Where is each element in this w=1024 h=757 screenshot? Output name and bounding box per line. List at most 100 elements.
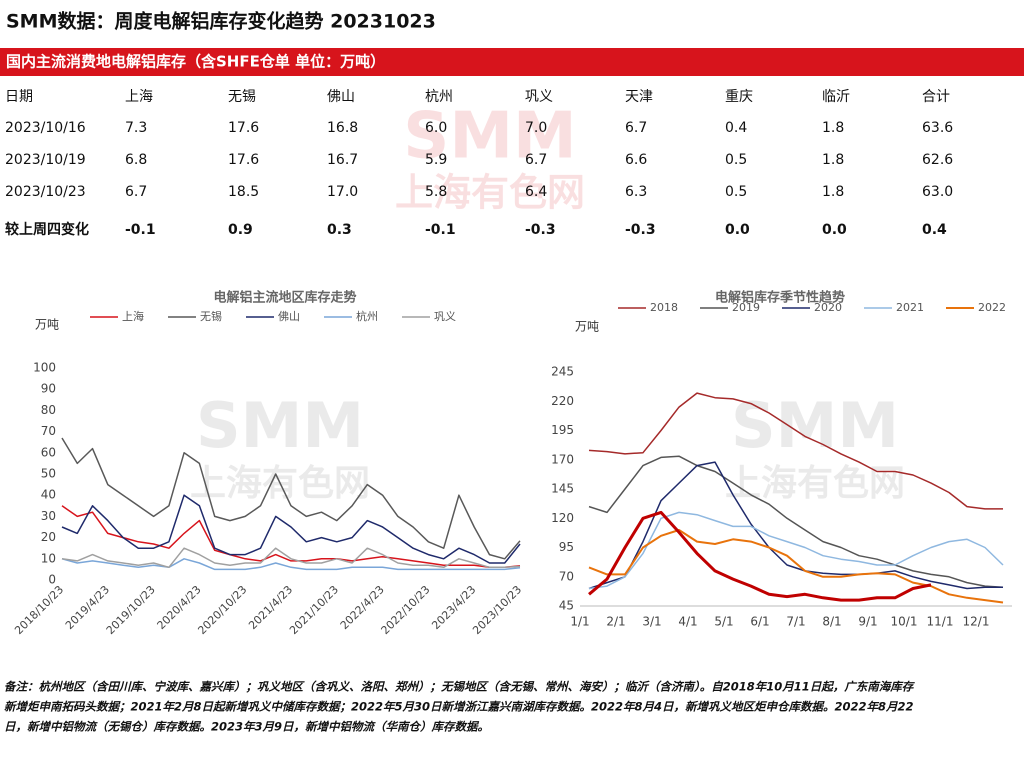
x-tick-label: 2021/4/23	[246, 583, 295, 632]
x-tick-label: 1/1	[570, 615, 589, 629]
y-tick-label: 20	[41, 530, 56, 544]
table-header: 临沂	[822, 89, 850, 105]
y-tick-label: 70	[559, 569, 574, 583]
note: 日，新增中铝物流（无锡仓）库存数据。2023年3月9日，新增中铝物流（华南仓）库…	[4, 720, 489, 734]
line-series	[588, 392, 1003, 510]
line-series	[61, 437, 521, 560]
y-tick-label: 60	[41, 445, 56, 459]
table-header: 日期	[5, 89, 33, 105]
y-tick-label: 145	[551, 482, 574, 496]
watermark-brand: SMM	[403, 100, 576, 174]
x-tick-label: 2/1	[606, 615, 625, 629]
line-series	[61, 505, 521, 569]
x-tick-label: 8/1	[822, 615, 841, 629]
line-series	[61, 547, 521, 569]
line-series	[61, 558, 521, 571]
table-cell: 1.8	[822, 152, 844, 168]
y-tick-label: 195	[551, 423, 574, 437]
table-change: -0.3	[625, 222, 656, 238]
table-header: 巩义	[525, 89, 553, 105]
legend-label: 2019	[732, 301, 760, 314]
y-tick-label: 170	[551, 452, 574, 466]
table-change: 较上周四变化	[5, 221, 89, 238]
table-change: -0.1	[425, 222, 456, 238]
chart-title: 电解铝库存季节性趋势	[715, 290, 845, 306]
line-series	[588, 461, 1003, 590]
table-change: -0.1	[125, 222, 156, 238]
y-axis-label: 万吨	[35, 318, 59, 332]
table-change: 0.0	[725, 222, 750, 238]
y-tick-label: 90	[41, 382, 56, 396]
table-cell: 2023/10/19	[5, 152, 86, 168]
watermark-brand: SMM	[196, 389, 364, 462]
table-header: 佛山	[327, 89, 355, 105]
line-series	[588, 529, 1004, 604]
x-tick-label: 2020/10/23	[195, 583, 249, 637]
table-header: 合计	[922, 89, 950, 105]
table-cell: 2023/10/23	[5, 184, 86, 200]
x-tick-label: 9/1	[858, 615, 877, 629]
x-tick-label: 2022/10/23	[379, 583, 433, 637]
line-series	[588, 511, 1004, 590]
table-change: 0.4	[922, 222, 947, 238]
y-tick-label: 45	[559, 599, 574, 613]
watermark-cn: 上海有色网	[395, 171, 585, 215]
table-header: 无锡	[228, 89, 256, 105]
y-axis-label: 万吨	[575, 320, 599, 334]
x-tick-label: 3/1	[642, 615, 661, 629]
x-tick-label: 2020/4/23	[155, 583, 204, 632]
y-tick-label: 50	[41, 467, 56, 481]
y-tick-label: 120	[551, 511, 574, 525]
x-tick-label: 2019/4/23	[63, 583, 112, 632]
table-change: -0.3	[525, 222, 556, 238]
table-cell: 6.7	[625, 120, 647, 136]
line-series	[61, 494, 521, 564]
y-tick-label: 95	[559, 540, 574, 554]
table-cell: 5.8	[425, 184, 447, 200]
legend-label: 2021	[896, 301, 924, 314]
x-tick-label: 2018/10/23	[12, 583, 66, 637]
table-cell: 17.6	[228, 152, 259, 168]
watermark-brand: SMM	[731, 389, 899, 462]
watermark-cn: 上海有色网	[725, 463, 905, 504]
table-cell: 2023/10/16	[5, 120, 86, 136]
table-change: 0.0	[822, 222, 847, 238]
y-tick-label: 70	[41, 424, 56, 438]
x-tick-label: 7/1	[786, 615, 805, 629]
chart-title: 电解铝主流地区库存走势	[213, 290, 356, 306]
table-cell: 17.6	[228, 120, 259, 136]
x-tick-label: 2023/10/23	[470, 583, 524, 637]
x-tick-label: 2019/10/23	[104, 583, 158, 637]
legend-label: 2018	[650, 301, 678, 314]
x-tick-label: 2021/10/23	[287, 583, 341, 637]
y-tick-label: 220	[551, 394, 574, 408]
table-cell: 0.5	[725, 152, 747, 168]
table-change: 0.3	[327, 222, 352, 238]
y-tick-label: 0	[48, 573, 56, 587]
x-tick-label: 5/1	[714, 615, 733, 629]
legend-label: 佛山	[278, 310, 300, 323]
banner-bg	[0, 48, 1024, 76]
y-tick-label: 245	[551, 365, 574, 379]
table-cell: 6.7	[525, 152, 547, 168]
watermark: SMM 上海有色网	[395, 100, 585, 215]
table-cell: 0.4	[725, 120, 747, 136]
x-tick-label: 6/1	[750, 615, 769, 629]
legend-label: 2020	[814, 301, 842, 314]
table-header: 杭州	[425, 89, 453, 105]
y-tick-label: 10	[41, 551, 56, 565]
table-cell: 1.8	[822, 184, 844, 200]
y-tick-label: 40	[41, 488, 56, 502]
x-tick-label: 2023/4/23	[429, 583, 478, 632]
page-title: SMM数据：周度电解铝库存变化趋势 20231023	[6, 10, 436, 33]
legend-label: 无锡	[200, 309, 222, 323]
x-tick-label: 10/1	[891, 615, 918, 629]
table-cell: 16.7	[327, 152, 358, 168]
x-tick-label: 12/1	[963, 615, 990, 629]
note: 备注：杭州地区（含田川库、宁波库、嘉兴库）；巩义地区（含巩义、洛阳、郑州）；无锡…	[4, 680, 916, 694]
line-series	[588, 510, 932, 602]
y-tick-label: 100	[33, 361, 56, 375]
table-cell: 63.6	[922, 120, 953, 136]
